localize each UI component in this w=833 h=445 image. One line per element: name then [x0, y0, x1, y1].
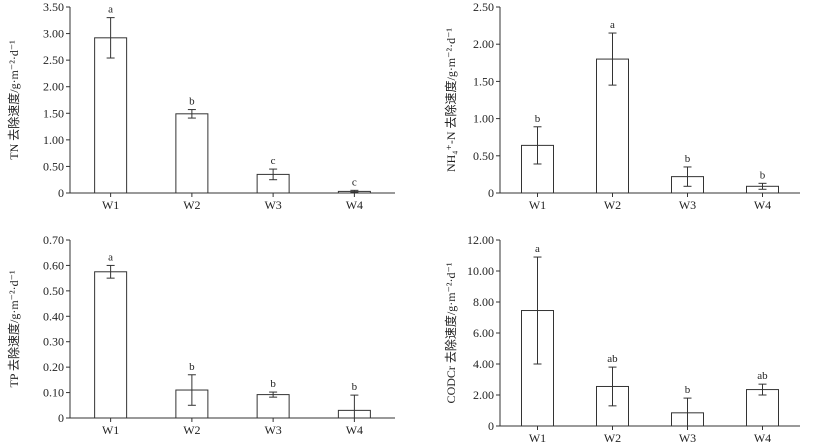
significance-label: b [685, 384, 691, 396]
x-category-label: W2 [604, 198, 621, 212]
x-category-label: W1 [529, 198, 546, 212]
y-tick-label: 6.00 [473, 326, 494, 340]
x-category-label: W3 [679, 431, 696, 445]
y-tick-label: 0 [488, 186, 494, 200]
bar [94, 37, 128, 194]
significance-label: a [535, 243, 540, 255]
x-category-label: W4 [754, 431, 771, 445]
significance-label: b [189, 361, 195, 373]
y-tick-label: 0 [58, 411, 64, 425]
y-axis-title: TN 去除速度/g·m⁻²·d⁻¹ [6, 40, 21, 160]
y-tick-label: 2.00 [473, 388, 494, 402]
y-tick-label: 0 [488, 419, 494, 433]
y-tick-label: 2.50 [43, 53, 64, 67]
y-tick-label: 3.50 [43, 0, 64, 14]
y-tick-label: 0.50 [43, 159, 64, 173]
significance-label: b [352, 381, 358, 393]
x-category-label: W3 [264, 198, 281, 212]
y-tick-label: 0.10 [43, 386, 64, 400]
y-tick-label: 0.50 [473, 149, 494, 163]
significance-label: b [189, 96, 195, 108]
x-category-label: W2 [604, 431, 621, 445]
y-tick-label: 0.30 [43, 335, 64, 349]
y-axis-title: CODCr 去除速度/g·m⁻²·d⁻¹ [443, 262, 458, 403]
significance-label: b [760, 169, 766, 181]
y-tick-label: 8.00 [473, 295, 494, 309]
significance-label: b [270, 378, 276, 390]
x-category-label: W4 [346, 198, 363, 212]
y-tick-label: 2.50 [473, 0, 494, 14]
y-tick-label: 4.00 [473, 357, 494, 371]
y-tick-label: 0 [58, 186, 64, 200]
bar [94, 271, 128, 419]
y-tick-label: 0.40 [43, 309, 64, 323]
significance-label: c [352, 176, 357, 188]
x-category-label: W4 [346, 423, 363, 437]
significance-label: c [271, 155, 276, 167]
y-axis-title: NH₄⁺-N 去除速度/g·m⁻²·d⁻¹ [443, 28, 458, 172]
y-tick-label: 10.00 [467, 264, 494, 278]
nh4-removal-panel: NH₄⁺-N 去除速度/g·m⁻²·d⁻¹ 0 0.50 1.00 1.50 2.00 2… [443, 0, 800, 212]
significance-label: b [685, 153, 691, 165]
significance-label: ab [607, 353, 618, 365]
y-tick-label: 0.60 [43, 258, 64, 272]
x-category-label: W4 [754, 198, 771, 212]
bar [746, 389, 779, 427]
x-category-label: W2 [183, 198, 200, 212]
y-axis-title: TP 去除速度/g·m⁻²·d⁻¹ [6, 270, 21, 387]
x-category-label: W3 [264, 423, 281, 437]
y-tick-label: 1.50 [473, 74, 494, 88]
x-category-label: W1 [102, 423, 119, 437]
x-category-label: W2 [183, 423, 200, 437]
y-tick-label: 1.00 [43, 133, 64, 147]
y-tick-label: 0.70 [43, 233, 64, 247]
significance-label: a [610, 19, 615, 31]
significance-label: a [108, 4, 113, 16]
y-tick-label: 1.00 [473, 112, 494, 126]
x-category-label: W3 [679, 198, 696, 212]
significance-label: b [535, 113, 541, 125]
tn-removal-panel: TN 去除速度/g·m⁻²·d⁻¹ 0 0.50 1.00 1.50 2.00 2.50 3… [6, 0, 395, 212]
significance-label: a [108, 251, 113, 263]
tp-removal-panel: TP 去除速度/g·m⁻²·d⁻¹ 0 0.10 0.20 0.30 0.40 0.50 0… [6, 233, 395, 437]
x-category-label: W1 [529, 431, 546, 445]
y-tick-label: 3.00 [43, 27, 64, 41]
x-category-label: W1 [102, 198, 119, 212]
cod-removal-panel: CODCr 去除速度/g·m⁻²·d⁻¹ 0 2.00 4.00 6.00 8.00 10… [443, 233, 800, 445]
y-tick-label: 0.50 [43, 284, 64, 298]
y-tick-label: 0.20 [43, 360, 64, 374]
y-tick-label: 2.00 [473, 37, 494, 51]
y-tick-label: 2.00 [43, 80, 64, 94]
y-tick-label: 12.00 [467, 233, 494, 247]
bar [256, 394, 290, 419]
y-tick-label: 1.50 [43, 106, 64, 120]
significance-label: ab [757, 370, 768, 382]
bar [175, 113, 209, 194]
